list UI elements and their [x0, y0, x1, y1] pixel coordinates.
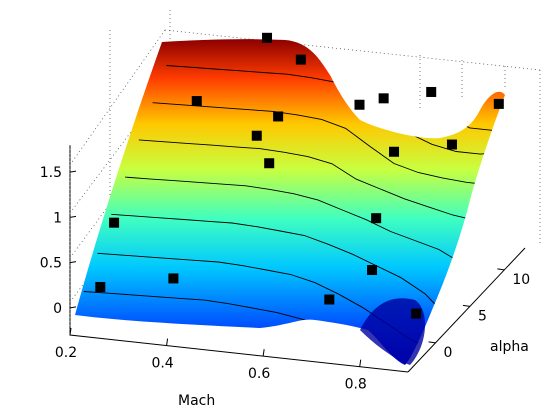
y-tick: [428, 341, 436, 344]
data-markers: [95, 32, 504, 319]
data-marker: [446, 139, 457, 150]
y-tick: [462, 304, 471, 307]
x-tick: [166, 338, 169, 346]
data-marker: [493, 98, 504, 109]
contour-line: [138, 139, 477, 223]
z-tick-label: 0.5: [40, 256, 62, 272]
contour-line: [152, 102, 491, 186]
data-marker: [371, 213, 382, 224]
x-tick-label: 0.8: [345, 377, 367, 393]
z-tick-label: 0: [53, 301, 62, 317]
z-tick-label: 1: [53, 210, 62, 226]
data-marker: [251, 130, 262, 141]
z-tick: [69, 306, 77, 309]
surface-trough: [360, 298, 426, 365]
data-marker: [95, 282, 106, 293]
y-axis-label: alpha: [490, 339, 529, 355]
data-marker: [411, 308, 422, 319]
contour-line: [125, 176, 464, 265]
z-tick: [69, 261, 77, 264]
x-tick: [69, 327, 72, 336]
z-tick: [69, 215, 77, 218]
data-marker: [295, 54, 306, 65]
x-tick-label: 0.6: [248, 366, 270, 382]
z-tick: [69, 170, 77, 173]
data-marker: [273, 111, 284, 122]
y-tick-label: 10: [512, 272, 530, 288]
data-marker: [354, 99, 365, 110]
data-marker: [109, 217, 120, 228]
y-axis: 0 5 10: [428, 268, 530, 361]
z-axis: 0 0.5 1 1.5: [40, 165, 77, 317]
y-tick: [497, 268, 505, 271]
x-tick-label: 0.2: [55, 345, 77, 361]
x-tick: [262, 349, 265, 357]
data-marker: [378, 93, 389, 104]
x-axis-label: Mach: [178, 393, 215, 409]
data-marker: [264, 158, 275, 169]
z-tick-label: 1.5: [40, 165, 62, 181]
data-marker: [324, 294, 335, 305]
y-tick-label: 5: [478, 308, 487, 324]
data-marker: [426, 86, 437, 97]
y-tick-label: 0: [444, 345, 453, 361]
x-tick: [359, 359, 362, 367]
contour-line: [111, 213, 450, 311]
data-marker: [262, 32, 273, 43]
data-marker: [389, 146, 400, 157]
x-axis: 0.2 0.4 0.6 0.8: [55, 327, 367, 393]
data-marker: [367, 265, 378, 276]
data-marker: [168, 273, 179, 284]
data-marker: [191, 96, 202, 107]
x-tick-label: 0.4: [151, 356, 173, 372]
